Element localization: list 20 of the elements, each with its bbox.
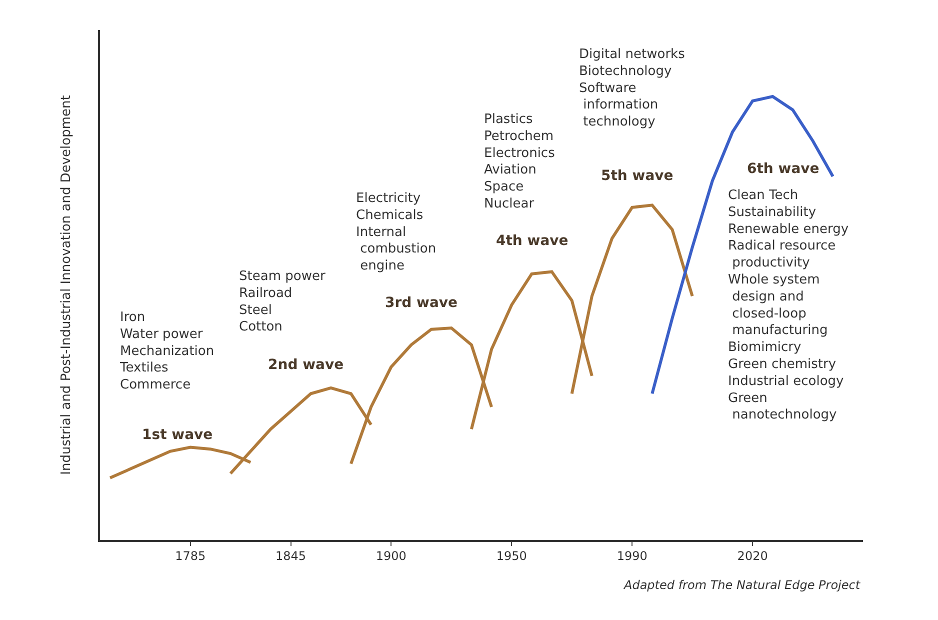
annotation: Digital networks Biotechnology Software information technology: [579, 47, 686, 130]
annotation: 5th wave: [601, 168, 674, 184]
annotation: 4th wave: [496, 233, 568, 249]
text: Adapted from The Natural Edge Project: [623, 578, 862, 592]
annotation: 2nd wave: [268, 357, 344, 373]
x-tick-label: 1900: [376, 549, 406, 564]
x-tick-label: 1950: [496, 549, 527, 564]
annotation: Steam power Railroad Steel Cotton: [239, 269, 326, 335]
annotation: Iron Water power Mechanization Textiles Commerce: [119, 310, 214, 393]
x-tick-label: 2020: [737, 549, 768, 564]
x-tick-label: 1845: [275, 549, 306, 564]
annotation: 3rd wave: [385, 295, 458, 311]
annotation: Plastics Petrochem Electronics Aviation Space Nuclear: [484, 112, 556, 212]
annotation: Electricity Chemicals Internal combustion engine: [356, 191, 436, 274]
annotation: 6th wave: [747, 161, 820, 177]
x-tick-label: 1785: [175, 549, 206, 564]
annotation: 1st wave: [142, 427, 213, 443]
y-axis-title: Industrial and Post-Industrial Innovation and Development: [59, 95, 74, 475]
x-tick-label: 1990: [616, 549, 648, 564]
text: Clean Tech Sustainability Renewable energy Radical resource productivity Whole system design and closed-loop manufacturing Biomimicry Green chemistry Industrial ecology Green nanotechnology: [728, 188, 849, 423]
